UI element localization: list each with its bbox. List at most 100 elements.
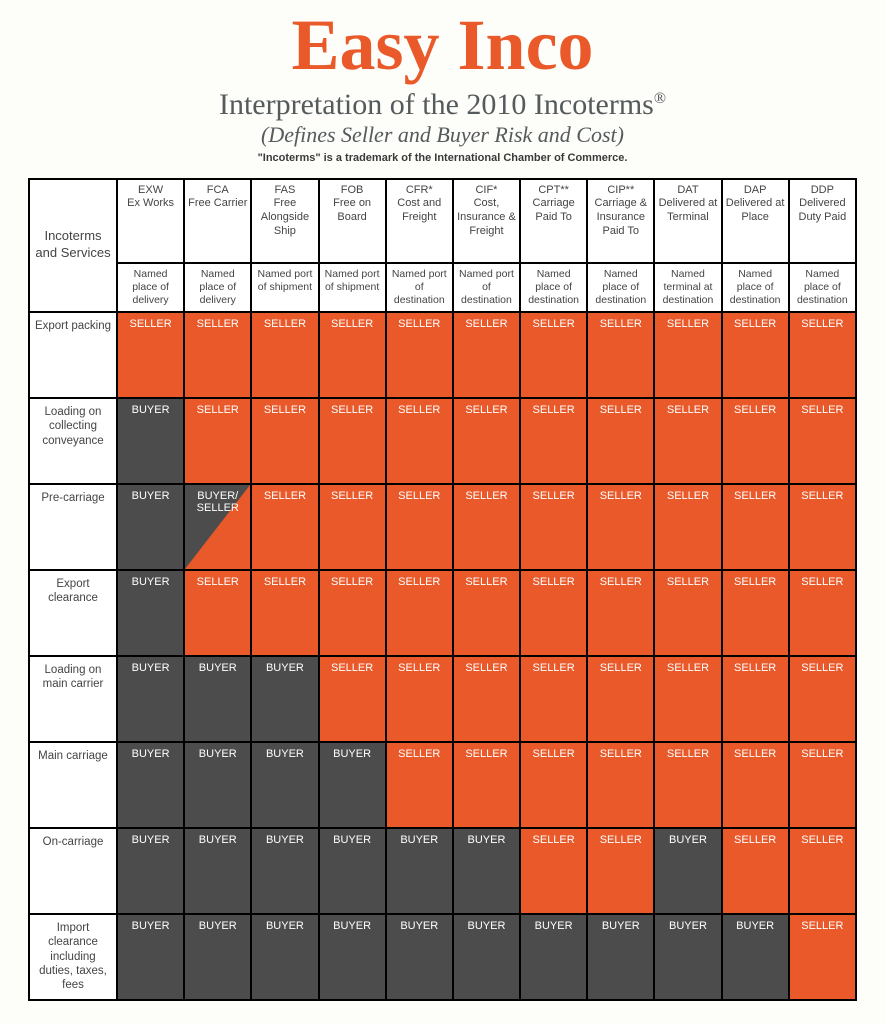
matrix-cell: SELLER	[789, 828, 856, 914]
matrix-cell: SELLER	[251, 570, 318, 656]
matrix-cell: BUYER	[184, 656, 251, 742]
matrix-cell: SELLER	[520, 484, 587, 570]
matrix-cell: SELLER	[319, 312, 386, 398]
matrix-cell: SELLER	[319, 656, 386, 742]
col-subhead: Named place of destination	[520, 263, 587, 312]
matrix-cell: SELLER	[789, 914, 856, 1000]
matrix-cell: BUYER	[117, 742, 184, 828]
matrix-cell: SELLER	[654, 656, 721, 742]
matrix-cell: SELLER	[587, 398, 654, 484]
table-row: Main carriageBUYERBUYERBUYERBUYERSELLERS…	[29, 742, 856, 828]
matrix-cell: SELLER	[654, 570, 721, 656]
matrix-cell: BUYER	[117, 398, 184, 484]
matrix-cell: SELLER	[722, 828, 789, 914]
row-label: On-carriage	[29, 828, 117, 914]
row-label: Loading on main carrier	[29, 656, 117, 742]
matrix-cell: SELLER	[184, 398, 251, 484]
matrix-cell: BUYER	[319, 828, 386, 914]
matrix-cell: BUYER	[520, 914, 587, 1000]
col-head: CIP**Carriage & Insurance Paid To	[587, 179, 654, 263]
table-header: Incoterms and Services EXWEx Works FCAFr…	[29, 179, 856, 312]
matrix-cell: SELLER	[654, 484, 721, 570]
matrix-cell: SELLER	[117, 312, 184, 398]
col-head: FOBFree on Board	[319, 179, 386, 263]
incoterms-table: Incoterms and Services EXWEx Works FCAFr…	[28, 178, 857, 1001]
col-head: EXWEx Works	[117, 179, 184, 263]
matrix-cell: SELLER	[654, 398, 721, 484]
table-row: On-carriageBUYERBUYERBUYERBUYERBUYERBUYE…	[29, 828, 856, 914]
matrix-cell: SELLER	[319, 484, 386, 570]
matrix-cell: SELLER	[453, 742, 520, 828]
table-row: Export clearanceBUYERSELLERSELLERSELLERS…	[29, 570, 856, 656]
header-row-codes: Incoterms and Services EXWEx Works FCAFr…	[29, 179, 856, 263]
matrix-cell: SELLER	[587, 312, 654, 398]
trademark-note: "Incoterms" is a trademark of the Intern…	[28, 152, 857, 164]
matrix-cell: BUYER/SELLER	[184, 484, 251, 570]
matrix-cell: SELLER	[453, 398, 520, 484]
matrix-cell: BUYER	[184, 742, 251, 828]
col-head: CPT**Carriage Paid To	[520, 179, 587, 263]
table-row: Import clearance including duties, taxes…	[29, 914, 856, 1000]
matrix-cell: BUYER	[117, 914, 184, 1000]
matrix-cell: SELLER	[386, 484, 453, 570]
matrix-cell: BUYER	[587, 914, 654, 1000]
matrix-cell: SELLER	[319, 398, 386, 484]
row-label: Import clearance including duties, taxes…	[29, 914, 117, 1000]
matrix-cell: BUYER	[251, 828, 318, 914]
matrix-cell: BUYER	[117, 570, 184, 656]
corner-label: Incoterms and Services	[29, 179, 117, 312]
header-row-places: Named place of delivery Named place of d…	[29, 263, 856, 312]
matrix-cell: SELLER	[654, 742, 721, 828]
matrix-cell: BUYER	[319, 914, 386, 1000]
matrix-cell: SELLER	[386, 656, 453, 742]
matrix-cell: SELLER	[520, 570, 587, 656]
col-head: DDPDelivered Duty Paid	[789, 179, 856, 263]
matrix-cell: SELLER	[386, 312, 453, 398]
matrix-cell: BUYER	[184, 914, 251, 1000]
tagline: (Defines Seller and Buyer Risk and Cost)	[28, 122, 857, 148]
matrix-cell: SELLER	[789, 398, 856, 484]
matrix-cell: BUYER	[251, 742, 318, 828]
subtitle: Interpretation of the 2010 Incoterms®	[28, 88, 857, 122]
matrix-cell: SELLER	[789, 656, 856, 742]
matrix-cell: SELLER	[722, 484, 789, 570]
matrix-cell: SELLER	[789, 742, 856, 828]
matrix-cell: SELLER	[453, 656, 520, 742]
matrix-cell: BUYER	[319, 742, 386, 828]
matrix-cell: SELLER	[386, 742, 453, 828]
table-row: Loading on main carrierBUYERBUYERBUYERSE…	[29, 656, 856, 742]
matrix-cell: SELLER	[453, 570, 520, 656]
col-subhead: Named port of shipment	[251, 263, 318, 312]
col-head: FCAFree Carrier	[184, 179, 251, 263]
page: Easy Inco Interpretation of the 2010 Inc…	[0, 0, 885, 1025]
col-subhead: Named terminal at destination	[654, 263, 721, 312]
col-head: DATDelivered at Terminal	[654, 179, 721, 263]
matrix-cell: SELLER	[587, 742, 654, 828]
registered-mark: ®	[654, 90, 666, 107]
col-head: CIF*Cost, Insurance & Freight	[453, 179, 520, 263]
row-label: Pre-carriage	[29, 484, 117, 570]
matrix-cell: SELLER	[520, 312, 587, 398]
matrix-cell: BUYER	[251, 656, 318, 742]
col-head: DAPDelivered at Place	[722, 179, 789, 263]
col-subhead: Named place of delivery	[117, 263, 184, 312]
col-subhead: Named place of destination	[789, 263, 856, 312]
matrix-cell: SELLER	[520, 656, 587, 742]
col-head: CFR*Cost and Freight	[386, 179, 453, 263]
matrix-cell: BUYER	[117, 656, 184, 742]
matrix-cell: SELLER	[251, 398, 318, 484]
matrix-cell: BUYER	[117, 484, 184, 570]
matrix-cell: BUYER	[453, 828, 520, 914]
col-subhead: Named place of destination	[587, 263, 654, 312]
row-label: Main carriage	[29, 742, 117, 828]
matrix-cell: SELLER	[789, 312, 856, 398]
matrix-cell: BUYER	[184, 828, 251, 914]
matrix-cell: SELLER	[319, 570, 386, 656]
matrix-cell: SELLER	[386, 398, 453, 484]
matrix-cell: SELLER	[587, 828, 654, 914]
matrix-cell: SELLER	[453, 312, 520, 398]
matrix-cell: SELLER	[453, 484, 520, 570]
matrix-cell: SELLER	[184, 312, 251, 398]
matrix-cell: BUYER	[386, 914, 453, 1000]
table-row: Pre-carriageBUYERBUYER/SELLERSELLERSELLE…	[29, 484, 856, 570]
